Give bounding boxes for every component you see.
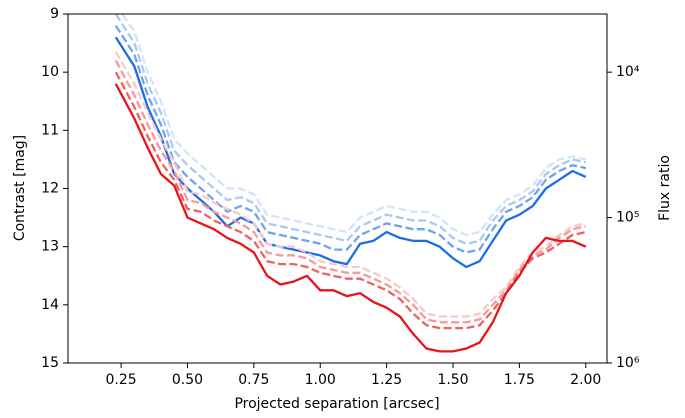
x-tick-label: 0.50 — [172, 372, 203, 388]
y-axis-label: Contrast [mag] — [12, 135, 28, 241]
y-tick-label: 13 — [41, 239, 59, 255]
x-tick-label: 1.00 — [305, 372, 336, 388]
x-tick-label: 2.00 — [570, 372, 601, 388]
y2-tick-label: 10⁴ — [616, 64, 640, 80]
x-tick-label: 0.75 — [238, 372, 269, 388]
axes-frame — [67, 13, 608, 364]
series-line — [114, 59, 587, 324]
y-tick-label: 15 — [41, 355, 59, 371]
x-tick-label: 0.25 — [106, 372, 137, 388]
y-tick-label: 10 — [41, 64, 59, 80]
series-line — [114, 24, 587, 254]
plot-lines — [114, 14, 587, 353]
x-tick-label: 1.25 — [371, 372, 402, 388]
x-tick-label: 1.75 — [504, 372, 535, 388]
x-axis-label: Projected separation [arcsec] — [234, 396, 439, 412]
y-tick-label: 12 — [41, 181, 59, 197]
y-tick-label: 14 — [41, 297, 59, 313]
series-line — [120, 14, 587, 237]
x-tick-label: 1.50 — [437, 372, 468, 388]
y-tick-label: 9 — [50, 6, 59, 22]
y-tick-label: 11 — [41, 122, 59, 138]
y2-tick-label: 10⁵ — [616, 210, 639, 226]
series-line — [114, 36, 587, 269]
series-line — [114, 83, 587, 353]
series-line — [114, 14, 587, 245]
y2-tick-label: 10⁶ — [616, 355, 640, 371]
series-line — [114, 51, 587, 318]
y2-axis-label: Flux ratio — [657, 155, 673, 221]
